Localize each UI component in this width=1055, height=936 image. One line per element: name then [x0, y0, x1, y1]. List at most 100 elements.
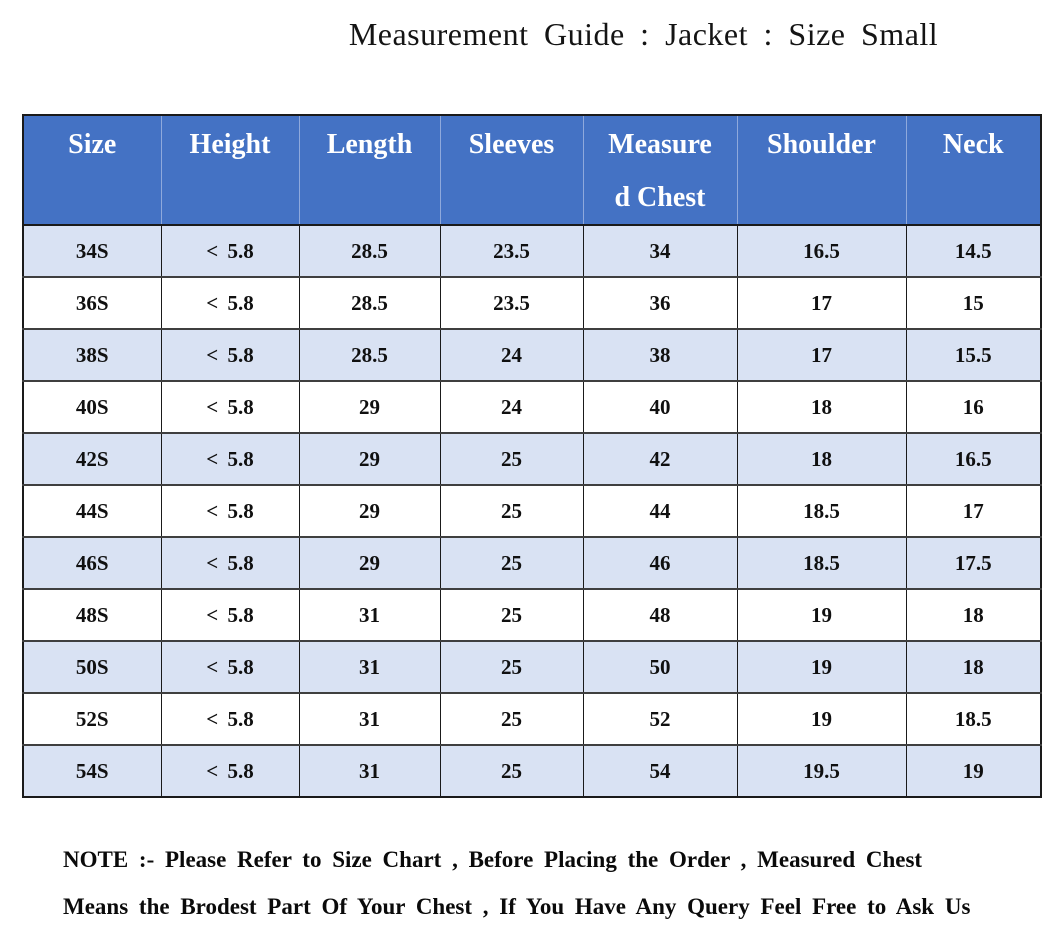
cell-40S-sleeves: 24 [439, 380, 584, 434]
cell-50S-measured_chest: 50 [582, 640, 738, 694]
header-cell-size: Size [23, 115, 162, 226]
cell-36S-measured_chest: 36 [582, 276, 738, 330]
cell-36S-shoulder: 17 [736, 276, 907, 330]
cell-40S-neck: 16 [905, 380, 1042, 434]
cell-40S-height: < 5.8 [160, 380, 300, 434]
note-line-2: Means the Brodest Part Of Your Chest , I… [63, 894, 971, 919]
table-row-44S: 44S < 5.8 29 25 44 18.5 17 [22, 484, 1042, 538]
cell-38S-length: 28.5 [298, 328, 441, 382]
cell-48S-shoulder: 19 [736, 588, 907, 642]
cell-48S-length: 31 [298, 588, 441, 642]
page-title: Measurement Guide : Jacket : Size Small [348, 16, 939, 52]
cell-52S-neck: 18.5 [905, 692, 1042, 746]
cell-50S-sleeves: 25 [439, 640, 584, 694]
cell-48S-neck: 18 [905, 588, 1042, 642]
cell-46S-length: 29 [298, 536, 441, 590]
cell-34S-height: < 5.8 [160, 224, 300, 278]
table-row-52S: 52S < 5.8 31 25 52 19 18.5 [22, 692, 1042, 746]
cell-46S-size: 46S [22, 536, 162, 590]
cell-40S-size: 40S [22, 380, 162, 434]
table-row-50S: 50S < 5.8 31 25 50 19 18 [22, 640, 1042, 694]
cell-42S-shoulder: 18 [736, 432, 907, 486]
cell-48S-sleeves: 25 [439, 588, 584, 642]
note-text: NOTE :- Please Refer to Size Chart , Bef… [63, 836, 1023, 930]
cell-40S-shoulder: 18 [736, 380, 907, 434]
cell-48S-size: 48S [22, 588, 162, 642]
cell-54S-size: 54S [22, 744, 162, 798]
table-row-38S: 38S < 5.8 28.5 24 38 17 15.5 [22, 328, 1042, 382]
cell-36S-length: 28.5 [298, 276, 441, 330]
cell-54S-height: < 5.8 [160, 744, 300, 798]
cell-52S-measured_chest: 52 [582, 692, 738, 746]
cell-52S-length: 31 [298, 692, 441, 746]
header-cell-neck: Neck [906, 115, 1041, 226]
cell-50S-shoulder: 19 [736, 640, 907, 694]
table-row-48S: 48S < 5.8 31 25 48 19 18 [22, 588, 1042, 642]
size-chart-table: Size Height Length Sleeves Measure d Chest Sho… [22, 114, 1042, 798]
cell-46S-neck: 17.5 [905, 536, 1042, 590]
cell-44S-shoulder: 18.5 [736, 484, 907, 538]
cell-52S-sleeves: 25 [439, 692, 584, 746]
cell-44S-size: 44S [22, 484, 162, 538]
cell-38S-size: 38S [22, 328, 162, 382]
cell-44S-sleeves: 25 [439, 484, 584, 538]
note-line-1: NOTE :- Please Refer to Size Chart , Bef… [63, 847, 923, 872]
cell-36S-height: < 5.8 [160, 276, 300, 330]
cell-54S-sleeves: 25 [439, 744, 584, 798]
cell-50S-neck: 18 [905, 640, 1042, 694]
table-header-row: Size Height Length Sleeves Measure d Chest Sho… [23, 115, 1041, 226]
cell-38S-sleeves: 24 [439, 328, 584, 382]
cell-38S-neck: 15.5 [905, 328, 1042, 382]
table-row-40S: 40S < 5.8 29 24 40 18 16 [22, 380, 1042, 434]
cell-46S-measured_chest: 46 [582, 536, 738, 590]
cell-34S-shoulder: 16.5 [736, 224, 907, 278]
header-cell-measured_chest: Measure d Chest [583, 115, 738, 226]
cell-34S-measured_chest: 34 [582, 224, 738, 278]
cell-42S-measured_chest: 42 [582, 432, 738, 486]
cell-38S-shoulder: 17 [736, 328, 907, 382]
cell-42S-sleeves: 25 [439, 432, 584, 486]
cell-34S-size: 34S [22, 224, 162, 278]
cell-44S-height: < 5.8 [160, 484, 300, 538]
cell-54S-length: 31 [298, 744, 441, 798]
cell-50S-height: < 5.8 [160, 640, 300, 694]
cell-42S-neck: 16.5 [905, 432, 1042, 486]
cell-38S-measured_chest: 38 [582, 328, 738, 382]
table-row-54S: 54S < 5.8 31 25 54 19.5 19 [22, 744, 1042, 798]
cell-48S-measured_chest: 48 [582, 588, 738, 642]
header-cell-length: Length [299, 115, 441, 226]
cell-34S-sleeves: 23.5 [439, 224, 584, 278]
cell-46S-height: < 5.8 [160, 536, 300, 590]
cell-42S-size: 42S [22, 432, 162, 486]
cell-38S-height: < 5.8 [160, 328, 300, 382]
cell-34S-neck: 14.5 [905, 224, 1042, 278]
cell-44S-measured_chest: 44 [582, 484, 738, 538]
cell-42S-length: 29 [298, 432, 441, 486]
table-row-42S: 42S < 5.8 29 25 42 18 16.5 [22, 432, 1042, 486]
cell-54S-neck: 19 [905, 744, 1042, 798]
cell-48S-height: < 5.8 [160, 588, 300, 642]
cell-40S-measured_chest: 40 [582, 380, 738, 434]
header-cell-sleeves: Sleeves [440, 115, 584, 226]
cell-40S-length: 29 [298, 380, 441, 434]
header-cell-height: Height [161, 115, 300, 226]
table-row-46S: 46S < 5.8 29 25 46 18.5 17.5 [22, 536, 1042, 590]
cell-46S-sleeves: 25 [439, 536, 584, 590]
cell-34S-length: 28.5 [298, 224, 441, 278]
table-row-34S: 34S < 5.8 28.5 23.5 34 16.5 14.5 [22, 224, 1042, 278]
cell-44S-length: 29 [298, 484, 441, 538]
cell-36S-size: 36S [22, 276, 162, 330]
cell-42S-height: < 5.8 [160, 432, 300, 486]
cell-54S-shoulder: 19.5 [736, 744, 907, 798]
cell-36S-sleeves: 23.5 [439, 276, 584, 330]
cell-44S-neck: 17 [905, 484, 1042, 538]
cell-46S-shoulder: 18.5 [736, 536, 907, 590]
table-row-36S: 36S < 5.8 28.5 23.5 36 17 15 [22, 276, 1042, 330]
cell-36S-neck: 15 [905, 276, 1042, 330]
cell-52S-height: < 5.8 [160, 692, 300, 746]
cell-54S-measured_chest: 54 [582, 744, 738, 798]
cell-52S-shoulder: 19 [736, 692, 907, 746]
header-cell-shoulder: Shoulder [737, 115, 907, 226]
cell-50S-length: 31 [298, 640, 441, 694]
